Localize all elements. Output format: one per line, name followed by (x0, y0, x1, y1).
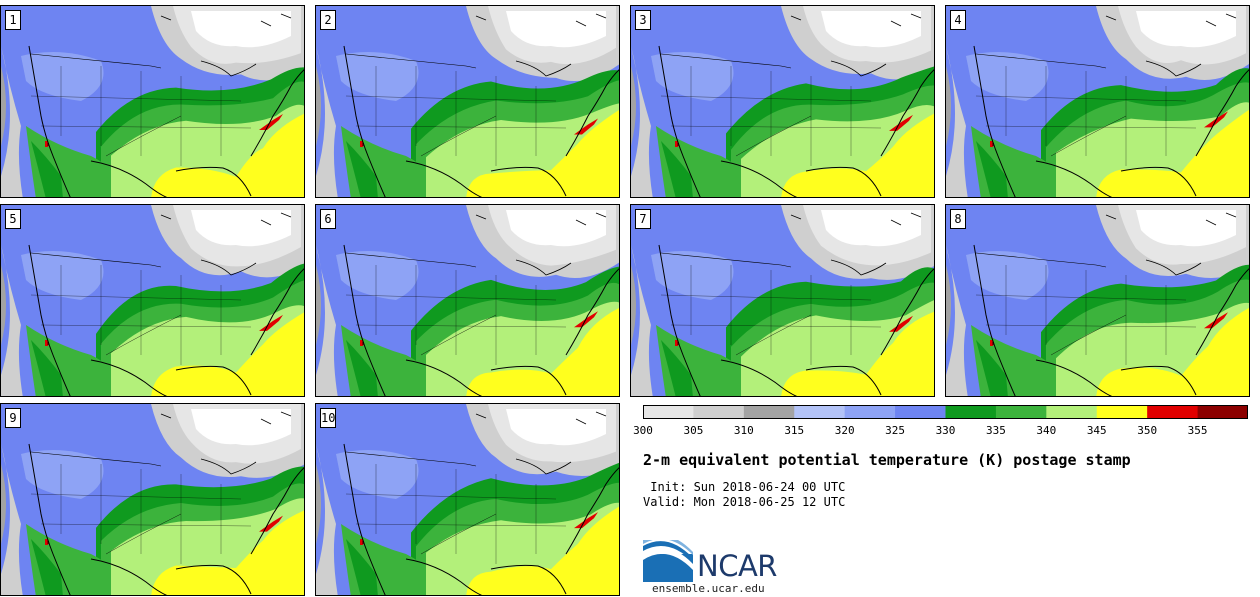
theta-e-field (316, 205, 619, 396)
colorbar-bin (895, 405, 946, 419)
member-number: 3 (635, 10, 651, 30)
member-number: 1 (5, 10, 21, 30)
colorbar-tick-label: 330 (935, 424, 956, 437)
colorbar-tick-label: 355 (1187, 424, 1208, 437)
member-number: 5 (5, 209, 21, 229)
theta-e-field (1, 6, 304, 197)
member-panel-7: 7 (630, 204, 935, 397)
ncar-url: ensemble.ucar.edu (652, 582, 765, 595)
member-panel-10: 10 (315, 403, 620, 596)
member-panel-9: 9 (0, 403, 305, 596)
member-panel-5: 5 (0, 204, 305, 397)
ncar-logo-icon (643, 540, 693, 582)
member-number: 7 (635, 209, 651, 229)
colorbar-bin (794, 405, 846, 419)
member-panel-6: 6 (315, 204, 620, 397)
theta-e-field (631, 205, 934, 396)
colorbar-tick-label: 305 (683, 424, 704, 437)
theta-e-field (946, 205, 1249, 396)
member-number: 8 (950, 209, 966, 229)
colorbar-bin (1197, 405, 1248, 419)
theta-e-field (316, 404, 619, 595)
theta-e-field (1, 205, 304, 396)
colorbar-tick-label: 300 (633, 424, 653, 437)
colorbar-tick-label: 320 (834, 424, 855, 437)
figure-title: 2-m equivalent potential temperature (K)… (643, 451, 1131, 469)
member-panel-4: 4 (945, 5, 1250, 198)
colorbar-bin (1096, 405, 1148, 419)
colorbar-tick-label: 345 (1086, 424, 1107, 437)
colorbar-bin (743, 405, 795, 419)
member-panel-1: 1 (0, 5, 305, 198)
member-panel-3: 3 (630, 5, 935, 198)
colorbar-bin (995, 405, 1047, 419)
member-panel-8: 8 (945, 204, 1250, 397)
colorbar-bin (643, 405, 694, 419)
colorbar-tick-label: 340 (1036, 424, 1057, 437)
member-number: 6 (320, 209, 336, 229)
colorbar-bin (844, 405, 896, 419)
theta-e-field (316, 6, 619, 197)
colorbar-tick-label: 315 (784, 424, 805, 437)
theta-e-field (1, 404, 304, 595)
member-panel-2: 2 (315, 5, 620, 198)
colorbar-bin (945, 405, 997, 419)
theta-e-field (631, 6, 934, 197)
colorbar (643, 405, 1248, 419)
ncar-wordmark: NCAR (697, 549, 777, 583)
colorbar-tick-label: 350 (1137, 424, 1158, 437)
valid-time: Valid: Mon 2018-06-25 12 UTC (643, 495, 846, 509)
member-number: 4 (950, 10, 966, 30)
member-number: 2 (320, 10, 336, 30)
member-number: 10 (320, 408, 336, 428)
theta-e-field (946, 6, 1249, 197)
colorbar-tick-label: 310 (733, 424, 754, 437)
colorbar-bin (693, 405, 745, 419)
colorbar-bin (1046, 405, 1098, 419)
colorbar-bin (1147, 405, 1199, 419)
colorbar-tick-label: 335 (985, 424, 1006, 437)
init-time: Init: Sun 2018-06-24 00 UTC (643, 480, 846, 494)
colorbar-tick-label: 325 (885, 424, 906, 437)
member-number: 9 (5, 408, 21, 428)
